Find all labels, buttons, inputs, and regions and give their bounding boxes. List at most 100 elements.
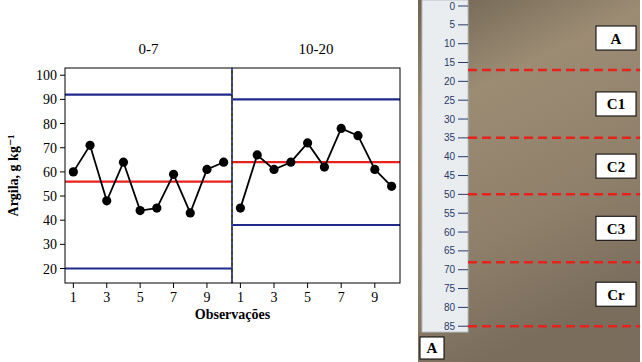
y-tick (60, 147, 65, 148)
ruler-tick (458, 213, 468, 214)
ruler-tick (458, 232, 468, 233)
center-line (65, 180, 232, 182)
ruler-tick (458, 307, 468, 308)
ruler-tick (458, 175, 468, 176)
x-tick (73, 283, 74, 288)
panel-divider (231, 68, 232, 283)
ruler-label: 55 (444, 208, 456, 219)
data-point (85, 141, 94, 150)
frame (232, 68, 400, 283)
y-tick-label: 100 (36, 68, 57, 83)
data-point (119, 158, 128, 167)
ruler-label: 5 (449, 19, 455, 30)
ruler-tick (458, 326, 468, 327)
ruler (422, 0, 468, 332)
horizon-boundary (468, 325, 640, 328)
data-point (202, 165, 211, 174)
y-axis-title: Argila, g kg⁻¹ (6, 135, 21, 217)
x-tick-label: 1 (237, 290, 244, 305)
ruler-label: 40 (444, 151, 456, 162)
ruler-label: 10 (444, 38, 456, 49)
x-tick-label: 7 (170, 290, 177, 305)
ruler-label: 0 (449, 1, 455, 12)
data-point (320, 162, 329, 171)
x-tick-label: 7 (338, 290, 345, 305)
soil-photo (418, 0, 640, 362)
ruler-tick (458, 269, 468, 270)
ruler-tick (458, 156, 468, 157)
x-tick-label: 5 (304, 290, 311, 305)
x-tick (206, 283, 207, 288)
horizon-box (596, 282, 636, 306)
y-tick (60, 220, 65, 221)
ruler-label: 50 (444, 189, 456, 200)
ruler-tick (458, 62, 468, 63)
horizon-label: Cr (607, 287, 625, 303)
data-point (169, 170, 178, 179)
y-tick (60, 123, 65, 124)
data-point (337, 124, 346, 133)
frame (65, 68, 232, 283)
data-point (303, 138, 312, 147)
figure: 0-7203040506070809010013579Argila, g kg⁻… (0, 0, 642, 362)
x-tick-label: 1 (70, 290, 77, 305)
horizon-box (596, 92, 636, 116)
ruler-label: 35 (444, 132, 456, 143)
data-point (236, 204, 245, 213)
y-tick (60, 268, 65, 269)
ruler-label: 75 (444, 283, 456, 294)
ruler-label: 80 (444, 302, 456, 313)
data-point (286, 158, 295, 167)
horizon-boundary (468, 261, 640, 264)
control-limit (232, 98, 400, 100)
horizon-boundary (468, 193, 640, 196)
x-tick (374, 283, 375, 288)
data-point (269, 165, 278, 174)
ruler-label: 45 (444, 170, 456, 181)
y-tick (60, 196, 65, 197)
y-tick-label: 80 (43, 117, 57, 132)
ruler-label: 15 (444, 57, 456, 68)
y-tick-label: 90 (43, 92, 57, 107)
horizon-label: C2 (607, 159, 625, 175)
center-line (232, 161, 400, 163)
control-limit (232, 224, 400, 226)
y-tick-label: 50 (43, 189, 57, 204)
control-limit (65, 267, 232, 269)
ruler-label: 25 (444, 95, 456, 106)
x-tick-label: 5 (137, 290, 144, 305)
x-tick-label: 9 (371, 290, 378, 305)
ruler-label: 20 (444, 76, 456, 87)
y-tick-label: 60 (43, 165, 57, 180)
x-tick (173, 283, 174, 288)
panel-letter-box (420, 337, 444, 359)
data-point (102, 196, 111, 205)
x-tick (341, 283, 342, 288)
horizon-label: C3 (607, 221, 625, 237)
data-line (240, 128, 391, 208)
ruler-tick (458, 81, 468, 82)
y-tick (60, 171, 65, 172)
y-tick-label: 70 (43, 141, 57, 156)
y-tick-label: 40 (43, 213, 57, 228)
data-point (387, 182, 396, 191)
x-tick (274, 283, 275, 288)
ruler-tick (458, 119, 468, 120)
horizon-boundary (468, 137, 640, 140)
panel-title: 10-20 (299, 41, 334, 57)
ruler-tick (458, 250, 468, 251)
ruler-label: 65 (444, 245, 456, 256)
ruler-tick (458, 100, 468, 101)
horizon-label: A (611, 31, 622, 47)
panel-letter: A (427, 340, 438, 356)
y-tick (60, 244, 65, 245)
x-tick (240, 283, 241, 288)
data-point (370, 165, 379, 174)
y-tick (60, 99, 65, 100)
ruler-tick (458, 6, 468, 7)
horizon-box (596, 154, 636, 178)
x-tick (307, 283, 308, 288)
ruler-tick (458, 137, 468, 138)
data-point (186, 208, 195, 217)
x-tick-label: 9 (203, 290, 210, 305)
